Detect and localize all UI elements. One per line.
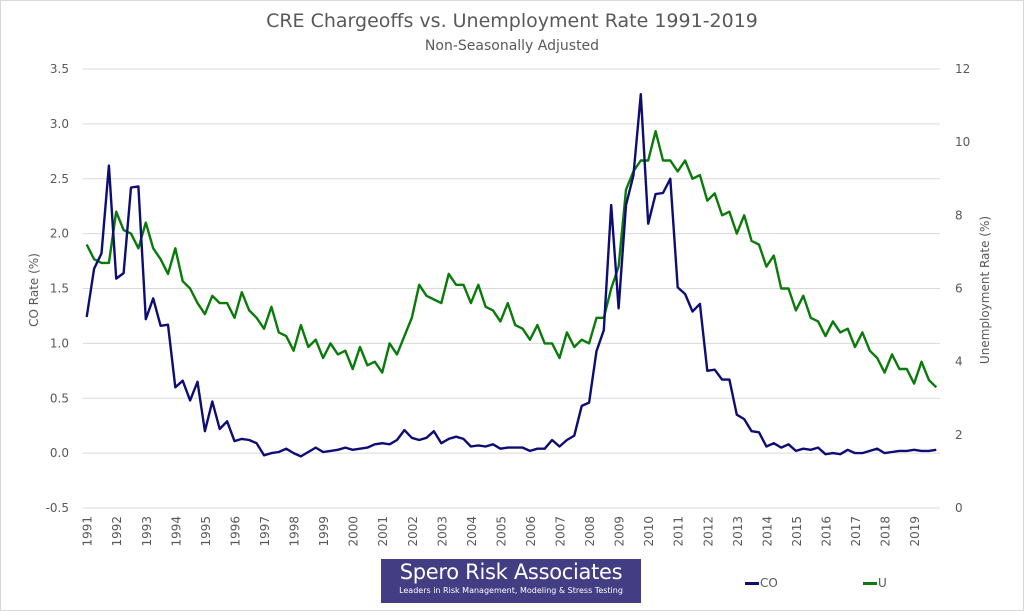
left-tick-label: 2.5 — [50, 172, 69, 186]
left-tick-label: 3.5 — [50, 62, 69, 76]
x-tick-label: 1996 — [228, 516, 242, 547]
x-axis-ticks: 1991 1992 1993 1994 1995 1996 1997 1998 1999 2000… — [81, 516, 922, 547]
x-tick-label: 1997 — [258, 516, 272, 547]
series-line-co — [85, 92, 937, 458]
x-tick-label: 2015 — [790, 516, 804, 547]
x-tick-label: 2003 — [435, 516, 449, 547]
x-tick-label: 1995 — [199, 516, 213, 547]
legend-swatch-co — [745, 581, 759, 585]
left-tick-label: -0.5 — [46, 501, 69, 515]
right-tick-label: 12 — [955, 62, 970, 76]
x-tick-label: 2008 — [583, 516, 597, 547]
gridlines — [83, 68, 940, 509]
logo-tagline: Leaders in Risk Management, Modeling & S… — [399, 586, 623, 595]
x-tick-label: 1992 — [110, 516, 124, 547]
right-tick-label: 6 — [955, 282, 963, 296]
right-axis-ticks: 0 2 4 6 8 10 12 — [955, 62, 970, 515]
company-logo: Spero Risk Associates Leaders in Risk Ma… — [381, 559, 641, 603]
x-tick-label: 2004 — [465, 516, 479, 547]
x-tick-label: 1994 — [169, 516, 183, 547]
right-axis-title: Unemployment Rate (%) — [978, 216, 992, 364]
left-tick-label: 1.5 — [50, 282, 69, 296]
legend-label-u: U — [878, 576, 887, 590]
legend-item-u: U — [863, 576, 887, 590]
right-tick-label: 10 — [955, 135, 970, 149]
left-axis-title: CO Rate (%) — [27, 253, 41, 327]
x-tick-label: 2012 — [701, 516, 715, 547]
x-tick-label: 2009 — [613, 516, 627, 547]
legend-label-co: CO — [760, 576, 778, 590]
legend-item-co: CO — [745, 576, 778, 590]
x-tick-label: 1993 — [140, 516, 154, 547]
x-tick-label: 2019 — [908, 516, 922, 547]
x-tick-label: 2005 — [494, 516, 508, 547]
x-tick-label: 2010 — [642, 516, 656, 547]
x-tick-label: 2016 — [819, 516, 833, 547]
x-tick-label: 1999 — [317, 516, 331, 547]
chart-title: CRE Chargeoffs vs. Unemployment Rate 199… — [266, 10, 758, 32]
left-tick-label: 0.5 — [50, 391, 69, 405]
legend-swatch-u — [863, 581, 877, 585]
series-lines — [85, 92, 938, 458]
x-tick-label: 1998 — [288, 516, 302, 547]
x-tick-label: 2006 — [524, 516, 538, 547]
x-tick-label: 2017 — [849, 516, 863, 547]
x-tick-label: 2018 — [879, 516, 893, 547]
x-tick-label: 2001 — [376, 516, 390, 547]
x-tick-label: 2007 — [554, 516, 568, 547]
right-tick-label: 8 — [955, 208, 963, 222]
right-tick-label: 2 — [955, 428, 963, 442]
left-axis-ticks: -0.5 0.0 0.5 1.0 1.5 2.0 2.5 3.0 3.5 — [46, 62, 69, 515]
chart-subtitle: Non-Seasonally Adjusted — [424, 38, 600, 54]
left-tick-label: 0.0 — [50, 446, 69, 460]
x-tick-label: 2002 — [406, 516, 420, 547]
x-tick-label: 2013 — [731, 516, 745, 547]
right-tick-label: 4 — [955, 355, 963, 369]
x-tick-label: 2000 — [347, 516, 361, 547]
x-tick-label: 1991 — [81, 516, 95, 547]
x-tick-label: 2014 — [760, 516, 774, 547]
x-tick-label: 2011 — [672, 516, 686, 547]
logo-name: Spero Risk Associates — [399, 560, 623, 584]
right-tick-label: 0 — [955, 501, 963, 515]
left-tick-label: 3.0 — [50, 117, 69, 131]
left-tick-label: 1.0 — [50, 336, 69, 350]
series-line-u — [85, 129, 938, 389]
left-tick-label: 2.0 — [50, 227, 69, 241]
